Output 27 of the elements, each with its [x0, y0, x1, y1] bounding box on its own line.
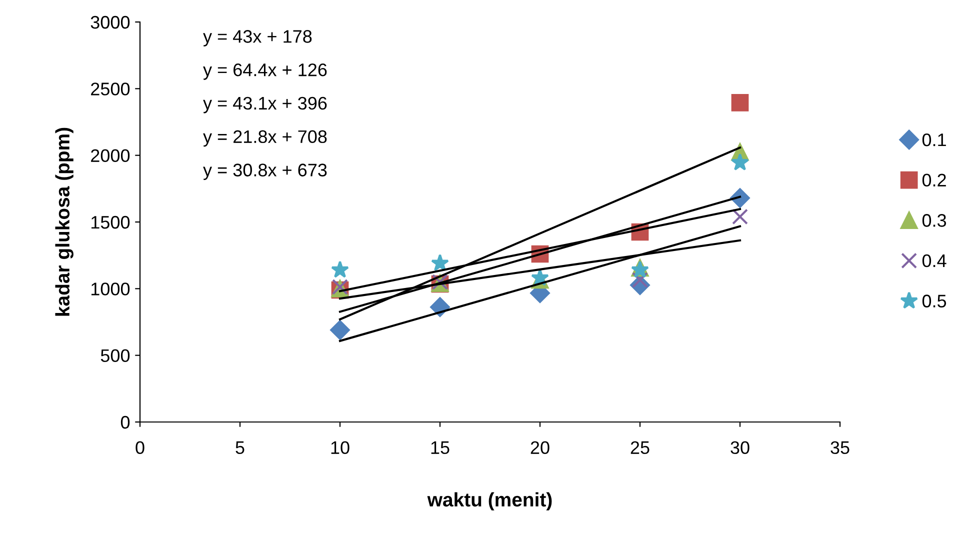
legend-label: 0.5	[922, 294, 946, 308]
x-tick-label: 30	[730, 441, 750, 454]
x-tick-label: 35	[830, 441, 850, 454]
y-tick-label: 1000	[91, 282, 130, 296]
x-tick-label: 25	[630, 441, 650, 454]
x-tick-label: 15	[431, 441, 450, 454]
x-axis-title: waktu (menit)	[427, 492, 552, 510]
annotation: y = 64.4x + 126	[203, 63, 327, 80]
legend-label: 0.1	[922, 133, 946, 146]
y-tick-label: 0	[120, 416, 130, 429]
y-tick-label: 3000	[90, 16, 130, 29]
annotation: y = 43x + 178	[203, 30, 312, 46]
annotation: y = 30.8x + 673	[203, 164, 327, 180]
y-tick-label: 2500	[91, 82, 130, 96]
legend-label: 0.3	[922, 214, 946, 227]
annotation: y = 43.1x + 396	[203, 96, 327, 114]
y-axis-title: kadar glukosa (ppm)	[55, 128, 74, 316]
x-tick-label: 10	[331, 441, 350, 454]
y-tick-label: 1500	[91, 216, 130, 229]
x-tick-label: 0	[136, 441, 144, 454]
x-tick-label: 5	[236, 441, 244, 454]
legend-label: 0.4	[922, 254, 946, 268]
legend-label: 0.2	[922, 174, 946, 187]
y-tick-label: 2000	[91, 149, 130, 162]
annotation: y = 21.8x + 708	[203, 130, 327, 147]
y-tick-label: 500	[100, 349, 130, 362]
x-tick-label: 20	[530, 441, 550, 454]
